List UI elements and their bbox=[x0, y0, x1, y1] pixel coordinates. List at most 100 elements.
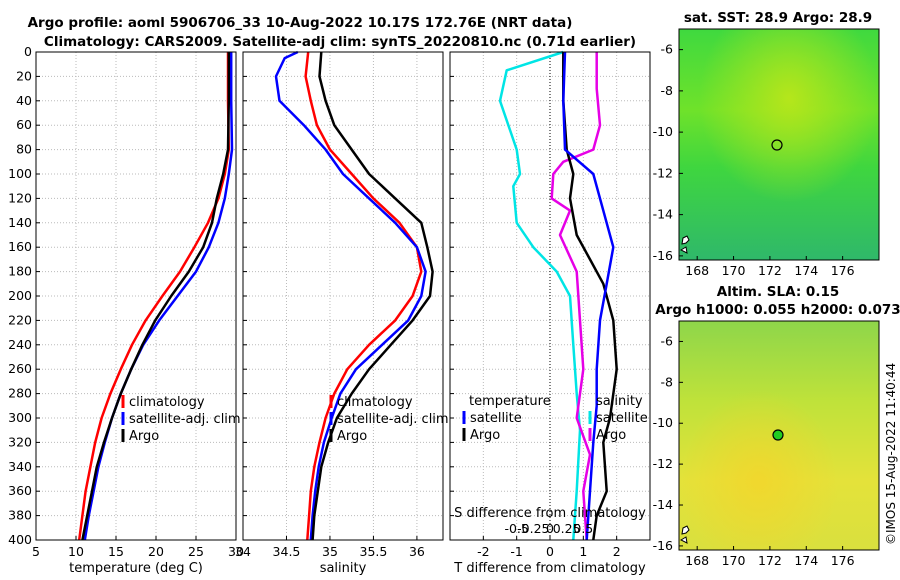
y-tick-label: 60 bbox=[16, 117, 32, 132]
y-tick-label: 0 bbox=[24, 44, 32, 59]
map-x-tick-label: 176 bbox=[831, 263, 855, 278]
x-tick-label: 34 bbox=[235, 544, 251, 559]
sst-map-frame bbox=[678, 28, 880, 261]
series-line-satellite-adj-clim bbox=[83, 52, 234, 541]
y-tick-label: 220 bbox=[8, 312, 32, 327]
s-axis-label: S difference from climatology bbox=[454, 506, 646, 521]
legend-label-argo: Argo bbox=[129, 429, 159, 444]
legend-temperature-head: temperature bbox=[469, 394, 551, 409]
sla-map-frame bbox=[678, 320, 880, 551]
salinity-legend: climatology satellite-adj. clim Argo bbox=[329, 395, 449, 444]
y-tick-label: 280 bbox=[8, 386, 32, 401]
y-tick-label: 320 bbox=[8, 434, 32, 449]
figure-title-line1: Argo profile: aoml 5906706_33 10-Aug-202… bbox=[28, 15, 573, 31]
s-tick-label: 0 bbox=[546, 521, 554, 536]
sst-map-warm-patch bbox=[679, 29, 879, 260]
s-tick-label: -0.5 bbox=[504, 521, 528, 536]
series-line-argo bbox=[81, 52, 231, 541]
sla-map: Altim. SLA: 0.15 Argo h1000: 0.055 h2000… bbox=[653, 284, 900, 568]
x-tick-label: 36 bbox=[409, 544, 425, 559]
x-tick-label: 5 bbox=[32, 544, 40, 559]
x-tick-label: 0 bbox=[546, 544, 554, 559]
sla-map-title-2: Argo h1000: 0.055 h2000: 0.073 bbox=[655, 302, 900, 318]
x-tick-label: 15 bbox=[108, 544, 124, 559]
y-tick-label: 80 bbox=[16, 142, 32, 157]
y-tick-label: 20 bbox=[16, 68, 32, 83]
sst-map-argo-marker bbox=[771, 139, 783, 151]
s-tick-label: 0.5 bbox=[573, 521, 593, 536]
legend-label-satellite: satellite-adj. clim bbox=[337, 412, 449, 427]
x-tick-label: 10 bbox=[68, 544, 84, 559]
sla-map-ticks: 168 170 172 174 176 -6 -8 -10 -12 -14 -16 bbox=[653, 333, 855, 568]
temperature-plot: 0 20 40 60 80 100 120 140 160 180 200 220 240 260 280 3… bbox=[8, 44, 244, 576]
x-tick-label: -2 bbox=[477, 544, 489, 559]
map-x-tick-label: 172 bbox=[758, 263, 782, 278]
series-line-satellite-adj-clim bbox=[274, 50, 427, 541]
map-y-tick-label: -10 bbox=[653, 415, 673, 430]
map-x-tick-label: 170 bbox=[722, 553, 746, 568]
sst-map-title: sat. SST: 28.9 Argo: 28.9 bbox=[684, 10, 872, 26]
legend-t-satellite: satellite bbox=[470, 411, 522, 426]
map-y-tick-label: -12 bbox=[653, 165, 673, 180]
legend-label-argo: Argo bbox=[337, 429, 367, 444]
map-y-tick-label: -6 bbox=[661, 333, 674, 348]
sla-map-title-1: Altim. SLA: 0.15 bbox=[717, 284, 839, 300]
legend-label-climatology: climatology bbox=[129, 395, 205, 410]
x-tick-label: 34.5 bbox=[273, 544, 301, 559]
y-tick-label: 240 bbox=[8, 337, 32, 352]
legend-s-satellite: satellite bbox=[596, 411, 648, 426]
map-x-tick-label: 174 bbox=[794, 263, 818, 278]
map-y-tick-label: -6 bbox=[661, 42, 674, 57]
map-x-tick-label: 170 bbox=[722, 263, 746, 278]
y-tick-label: 400 bbox=[8, 532, 32, 547]
map-x-tick-label: 168 bbox=[685, 553, 709, 568]
y-tick-label: 260 bbox=[8, 361, 32, 376]
series-line-argo bbox=[311, 51, 434, 541]
sst-map: sat. SST: 28.9 Argo: 28.9 168 170 172 174 17… bbox=[653, 10, 880, 278]
figure-title-line2: Climatology: CARS2009. Satellite-adj cli… bbox=[44, 34, 636, 50]
y-tick-label: 300 bbox=[8, 410, 32, 425]
y-tick-label: 200 bbox=[8, 288, 32, 303]
y-tick-label: 40 bbox=[16, 93, 32, 108]
sst-map-coastline bbox=[679, 235, 690, 254]
x-tick-label: 35.5 bbox=[360, 544, 388, 559]
map-x-tick-label: 174 bbox=[794, 553, 818, 568]
map-y-tick-label: -14 bbox=[653, 207, 673, 222]
x-tick-label: 20 bbox=[148, 544, 164, 559]
x-tick-label: -1 bbox=[510, 544, 522, 559]
series-line-temperature-satellite bbox=[498, 50, 582, 541]
y-tick-label: 100 bbox=[8, 166, 32, 181]
legend-label-climatology: climatology bbox=[337, 395, 413, 410]
y-tick-label: 380 bbox=[8, 508, 32, 523]
s-tick-label: 0.25 bbox=[553, 521, 581, 536]
map-x-tick-label: 172 bbox=[758, 553, 782, 568]
sla-map-coastline bbox=[679, 525, 690, 544]
temperature-legend: climatology satellite-adj. clim Argo bbox=[121, 395, 241, 444]
x-axis-label: T difference from climatology bbox=[453, 561, 646, 576]
legend-t-argo: Argo bbox=[470, 428, 500, 443]
s-tick-label: -0.25 bbox=[517, 521, 549, 536]
difference-plot: -2 -1 0 1 2 T difference from climatology S di… bbox=[449, 50, 651, 576]
map-y-tick-label: -12 bbox=[653, 456, 673, 471]
imos-timestamp: ©IMOS 15-Aug-2022 11:40:44 bbox=[884, 363, 898, 545]
y-tick-label: 180 bbox=[8, 264, 32, 279]
x-tick-label: 25 bbox=[188, 544, 204, 559]
map-x-tick-label: 176 bbox=[831, 553, 855, 568]
series-line-climatology bbox=[77, 52, 231, 541]
series-line-salinity-satellite bbox=[550, 52, 602, 541]
map-y-tick-label: -8 bbox=[661, 83, 674, 98]
map-y-tick-label: -8 bbox=[661, 374, 674, 389]
y-tick-label: 120 bbox=[8, 190, 32, 205]
x-tick-label: 35 bbox=[322, 544, 338, 559]
legend-salinity-head: salinity bbox=[596, 394, 643, 409]
map-y-tick-label: -16 bbox=[653, 538, 673, 553]
series-line-temperature-argo bbox=[562, 52, 618, 541]
map-x-tick-label: 168 bbox=[685, 263, 709, 278]
map-y-tick-label: -16 bbox=[653, 248, 673, 263]
series-line-climatology bbox=[304, 51, 423, 541]
y-tick-label: 360 bbox=[8, 483, 32, 498]
y-tick-label: 140 bbox=[8, 215, 32, 230]
x-tick-label: 2 bbox=[613, 544, 621, 559]
series-line-salinity-argo bbox=[562, 51, 615, 541]
